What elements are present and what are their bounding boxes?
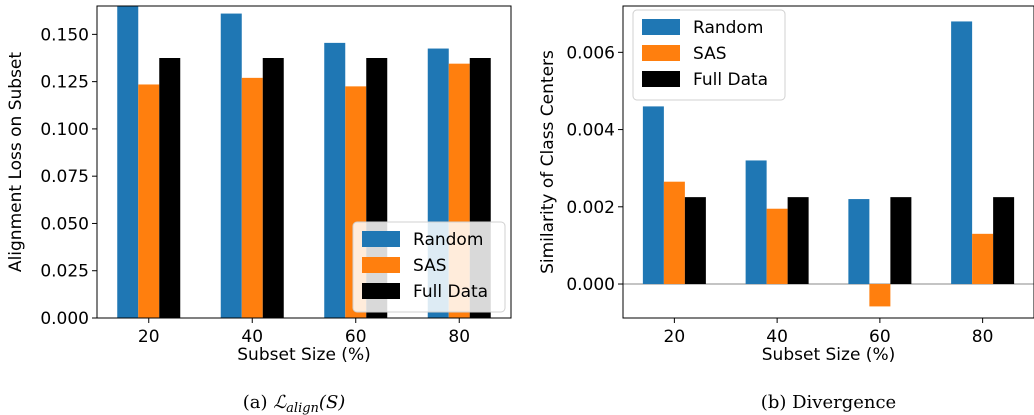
- x-tick-label: 60: [345, 327, 367, 347]
- legend-swatch-full-data: [362, 283, 400, 299]
- y-axis-label: Alignment Loss on Subset: [6, 52, 26, 272]
- x-tick-label: 80: [448, 327, 470, 347]
- legend-swatch-random: [642, 19, 680, 35]
- y-tick-label: 0.004: [566, 121, 615, 141]
- x-tick-label: 20: [664, 327, 686, 347]
- y-tick-label: 0.125: [40, 73, 89, 93]
- bar-sas-20: [663, 181, 685, 285]
- legend-label-full-data: Full Data: [413, 282, 488, 302]
- bar-full-data-40: [262, 58, 284, 318]
- plot-frame: [96, 5, 512, 319]
- bar-random-40: [220, 13, 242, 319]
- bar-random-60: [848, 199, 870, 285]
- x-tick-label: 40: [241, 327, 263, 347]
- legend-label-sas: SAS: [693, 44, 727, 64]
- x-axis-label: Subset Size (%): [237, 345, 370, 365]
- y-axis-label: Similarity of Class Centers: [538, 50, 558, 274]
- bar-random-20: [642, 106, 664, 285]
- bar-random-40: [745, 160, 767, 285]
- bar-sas-20: [138, 84, 160, 319]
- y-tick-label: 0.075: [40, 167, 89, 187]
- legend-swatch-sas: [362, 257, 400, 273]
- caption: (b) Divergence: [761, 392, 896, 413]
- caption: (a) ℒalign(S): [243, 392, 346, 415]
- legend-swatch-random: [362, 231, 400, 247]
- y-tick-label: 0.000: [566, 275, 615, 295]
- bar-sas-80: [972, 233, 994, 285]
- y-tick-label: 0.050: [40, 214, 89, 234]
- bar-full-data-60: [890, 197, 912, 285]
- x-tick-label: 80: [972, 327, 994, 347]
- x-axis-label: Subset Size (%): [762, 345, 895, 365]
- legend-swatch-sas: [642, 45, 680, 61]
- bar-sas-40: [241, 77, 263, 318]
- y-tick-label: 0.002: [566, 198, 615, 218]
- plot-frame: [622, 5, 1034, 319]
- legend-label-random: Random: [693, 18, 763, 38]
- legend-label-random: Random: [413, 230, 483, 250]
- chart-panel-a: 0.000 0.025 0.050 0.075 0.100 0.125 0.150 20 40 6…: [6, 5, 512, 415]
- bar-full-data-20: [159, 58, 181, 318]
- chart-panel-b: 0.000 0.002 0.004 0.006 20 40 60 80 Subset Size …: [538, 5, 1034, 413]
- bar-sas-60: [869, 284, 891, 307]
- y-tick-label: 0.006: [566, 43, 615, 63]
- legend: Random SAS Full Data: [352, 221, 506, 313]
- y-tick-label: 0.150: [40, 25, 89, 45]
- y-tick-label: 0.100: [40, 120, 89, 140]
- legend-label-sas: SAS: [413, 256, 447, 276]
- bar-full-data-20: [684, 197, 706, 285]
- bar-full-data-40: [787, 197, 809, 285]
- legend-swatch-full-data: [642, 71, 680, 87]
- bar-random-20: [117, 6, 139, 318]
- y-tick-label: 0.025: [40, 262, 89, 282]
- y-tick-label: 0.000: [40, 309, 89, 329]
- x-tick-label: 40: [766, 327, 788, 347]
- bar-sas-40: [766, 208, 788, 285]
- x-tick-label: 20: [138, 327, 160, 347]
- bar-random-60: [324, 42, 346, 318]
- legend-label-full-data: Full Data: [693, 70, 768, 90]
- x-tick-label: 60: [869, 327, 891, 347]
- bar-random-80: [951, 21, 973, 285]
- bar-full-data-80: [993, 197, 1015, 285]
- legend: Random SAS Full Data: [632, 9, 786, 101]
